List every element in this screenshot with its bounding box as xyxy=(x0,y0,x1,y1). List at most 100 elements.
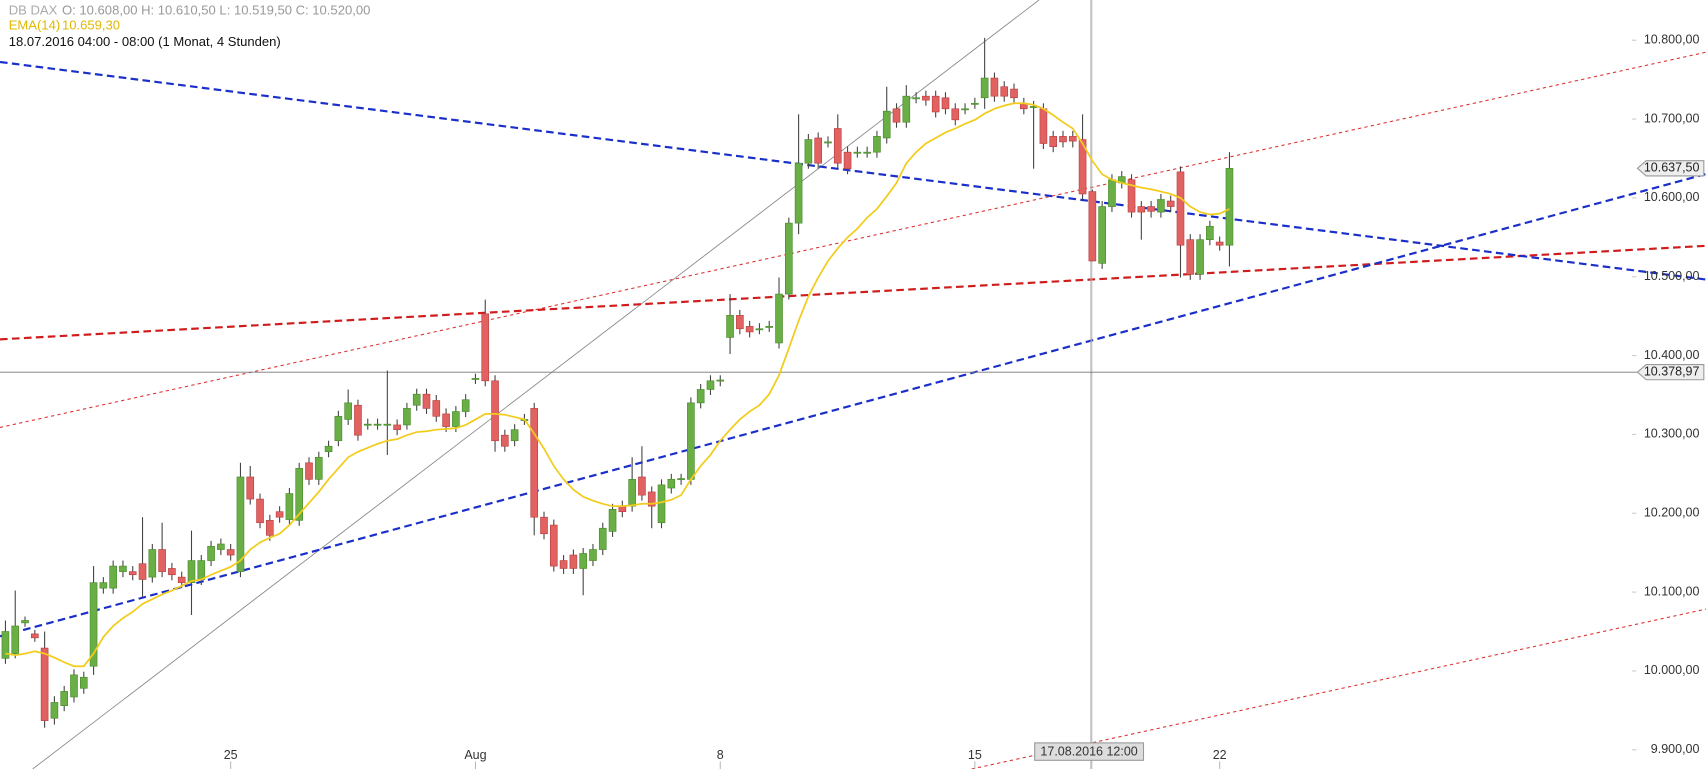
candle-body xyxy=(324,445,333,453)
candle-body xyxy=(383,423,392,426)
candle-body xyxy=(961,108,969,111)
candle-body xyxy=(1098,206,1106,264)
candle-body xyxy=(285,493,294,520)
candle-body xyxy=(1,631,10,659)
crosshair-box xyxy=(1034,742,1145,761)
candle-body xyxy=(873,136,881,153)
indicator-value: 10.659,30 xyxy=(62,18,120,33)
candle-body xyxy=(246,476,255,500)
candle-body xyxy=(824,141,832,144)
candle-body xyxy=(971,102,979,105)
candle-body xyxy=(442,413,450,427)
y-tick-label: 10.700,00 xyxy=(1644,111,1700,125)
candle-body xyxy=(31,633,39,639)
candle-body xyxy=(217,543,225,550)
candle-body xyxy=(207,546,215,561)
candle-body xyxy=(990,77,999,97)
candle-body xyxy=(1108,179,1116,207)
candle-body xyxy=(569,554,578,569)
candle-body xyxy=(1049,136,1058,147)
candle-body xyxy=(1206,225,1214,241)
candle-body xyxy=(647,491,656,507)
candle-body xyxy=(775,293,783,344)
y-tick-label: 10.200,00 xyxy=(1644,506,1700,520)
candle-body xyxy=(363,423,372,426)
candle-body xyxy=(1166,200,1175,207)
candle-body xyxy=(833,128,842,164)
candle-body xyxy=(70,674,78,698)
candle-body xyxy=(1186,239,1195,275)
y-tick-label: 10.400,00 xyxy=(1644,348,1700,362)
candle-body xyxy=(236,476,245,572)
ema-line xyxy=(5,102,1230,668)
candle-body xyxy=(628,479,636,507)
candle-body xyxy=(1059,136,1067,143)
candle-body xyxy=(177,576,186,583)
candle-body xyxy=(608,508,617,532)
candle-body xyxy=(256,498,264,524)
price-tag-label: 10.637,50 xyxy=(1644,161,1700,175)
candle-body xyxy=(745,326,754,333)
candle-body xyxy=(393,424,401,431)
candle-body xyxy=(784,222,793,295)
candle-body xyxy=(128,571,137,576)
candle-body xyxy=(716,379,725,382)
x-tick-label: 15 xyxy=(968,748,982,762)
candle-body xyxy=(226,549,235,556)
candle-body xyxy=(1039,108,1048,144)
y-tick-label: 9.900,00 xyxy=(1651,742,1700,756)
candle-body xyxy=(334,415,343,442)
y-tick-label: 10.800,00 xyxy=(1644,33,1700,47)
candle-body xyxy=(687,402,695,480)
candle-body xyxy=(432,400,441,417)
price-tag-label: 10.378,97 xyxy=(1644,364,1700,378)
candle-body xyxy=(677,478,685,480)
trend-line xyxy=(0,172,1706,638)
candle-body xyxy=(589,549,597,561)
candle-body xyxy=(1068,136,1077,142)
candle-body xyxy=(501,434,509,447)
candle-body xyxy=(579,553,587,569)
candle-body xyxy=(804,139,813,164)
candle-body xyxy=(951,108,960,121)
candle-body xyxy=(755,328,764,331)
candle-body xyxy=(89,582,98,667)
candle-body xyxy=(40,647,49,721)
candle-body xyxy=(354,404,362,436)
candle-body xyxy=(706,380,715,390)
y-tick-label: 10.000,00 xyxy=(1644,663,1700,677)
candle-body xyxy=(266,520,274,536)
symbol: DB DAX xyxy=(9,2,58,17)
candle-body xyxy=(187,560,196,583)
candle-body xyxy=(168,568,176,576)
candle-body xyxy=(275,511,284,518)
candle-body xyxy=(794,162,803,224)
candle-body xyxy=(931,95,940,113)
candle-body xyxy=(510,429,519,442)
period-text: 18.07.2016 04:00 - 08:00 (1 Monat, 4 Stu… xyxy=(9,34,281,49)
candle-body xyxy=(1157,199,1165,213)
candle-body xyxy=(667,479,676,489)
candle-body xyxy=(295,467,304,521)
candle-body xyxy=(50,702,59,719)
ohlc-text: O: 10.608,00 H: 10.610,50 L: 10.519,50 C… xyxy=(62,2,370,17)
candle-body xyxy=(736,315,744,330)
candle-body xyxy=(941,97,950,110)
candle-body xyxy=(902,95,911,123)
candle-body xyxy=(314,456,323,480)
candle-body xyxy=(197,560,206,580)
candle-body xyxy=(11,625,20,654)
y-tick-label: 10.500,00 xyxy=(1644,269,1700,283)
candle-body xyxy=(1147,206,1155,212)
trend-line xyxy=(32,0,1040,769)
candle-body xyxy=(491,380,499,442)
y-tick-label: 10.600,00 xyxy=(1644,190,1700,204)
candle-body xyxy=(344,402,352,420)
candle-body xyxy=(696,389,705,404)
candle-body xyxy=(79,676,88,689)
candle-body xyxy=(1078,139,1087,195)
candle-body xyxy=(922,95,930,101)
candle-body xyxy=(403,408,411,426)
candle-body xyxy=(471,378,480,380)
